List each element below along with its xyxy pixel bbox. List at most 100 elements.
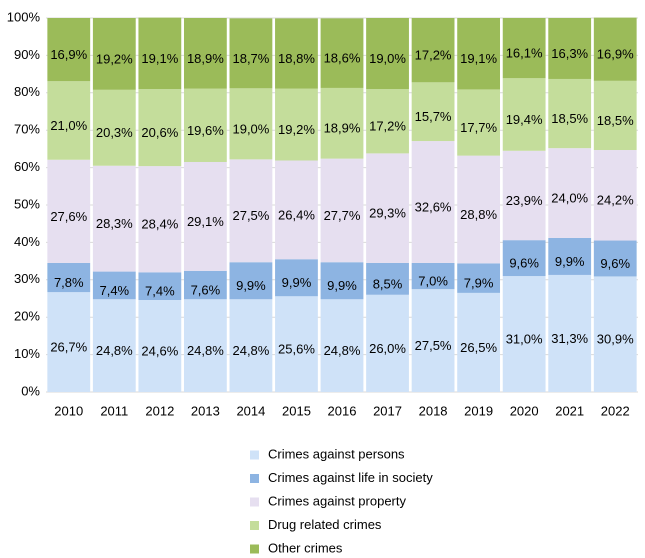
y-tick-label: 20% [14,309,40,324]
data-label: 26,7% [50,340,87,355]
data-label: 18,9% [324,121,361,136]
bar-segment [138,89,182,167]
legend-label: Crimes against persons [268,446,405,461]
x-tick-label: 2016 [328,403,357,418]
legend-label: Other crimes [268,540,343,555]
data-label: 7,4% [145,284,175,299]
data-label: 9,9% [236,278,266,293]
data-label: 29,1% [187,214,224,229]
bar-segment [92,299,136,392]
x-tick-label: 2015 [282,403,311,418]
data-label: 9,9% [282,275,312,290]
data-label: 15,7% [415,109,452,124]
data-label: 31,0% [506,331,543,346]
y-tick-label: 0% [21,383,40,398]
bar-segment [366,18,409,90]
data-label: 28,8% [460,207,497,222]
bar-segment [502,78,546,151]
x-tick-label: 2012 [145,403,174,418]
bar-segment [229,262,273,300]
bar-segment [548,78,592,149]
x-tick-label: 2010 [54,403,83,418]
bar-segment [366,153,409,263]
bar-segment [593,240,637,277]
y-tick-label: 60% [14,159,40,174]
data-label: 27,6% [50,209,87,224]
data-label: 28,4% [141,217,178,232]
bar-segment [229,88,273,160]
data-label: 8,5% [373,276,403,291]
data-label: 9,9% [327,278,357,293]
bar-segment [366,262,409,295]
data-label: 20,3% [96,125,133,140]
bar-segment [229,159,273,263]
bar-segment [47,18,91,82]
bar-segment [320,87,364,159]
bar-segment [593,150,637,241]
data-label: 19,1% [460,51,497,66]
y-tick-label: 100% [7,9,41,24]
bar-segment [138,166,182,273]
data-label: 24,8% [187,343,224,358]
data-label: 31,3% [551,331,588,346]
legend-swatch [250,544,259,554]
x-tick-label: 2022 [601,403,630,418]
y-tick-label: 70% [14,122,40,137]
y-tick-label: 10% [14,346,40,361]
data-label: 16,3% [551,46,588,61]
bar-segment [47,159,91,263]
y-tick-label: 30% [14,271,40,286]
x-tick-label: 2017 [373,403,402,418]
bar-segment [457,155,501,264]
data-label: 19,4% [506,112,543,127]
bar-segment [502,276,546,392]
legend-swatch [250,450,259,460]
data-label: 30,9% [597,332,634,347]
legend-label: Crimes against life in society [268,470,433,485]
data-label: 24,0% [551,190,588,205]
data-label: 17,7% [460,120,497,135]
y-tick-label: 90% [14,47,40,62]
bar-segment [457,292,501,392]
data-label: 26,5% [460,340,497,355]
data-label: 21,0% [50,118,87,133]
bar-segment [411,18,455,83]
bar-segment [92,165,136,272]
legend-swatch [250,497,259,507]
bar-segment [183,18,227,89]
bar-segment [275,160,318,260]
x-tick-label: 2018 [419,403,448,418]
data-label: 26,4% [278,207,315,222]
bar-segment [229,299,273,392]
bar-segment [275,296,318,392]
data-label: 24,8% [96,343,133,358]
data-label: 17,2% [415,48,452,63]
bar-segment [92,89,136,166]
data-label: 19,2% [96,51,133,66]
data-label: 7,6% [191,282,221,297]
data-label: 18,7% [232,51,269,66]
bar-segment [411,262,455,290]
data-label: 7,9% [464,276,494,291]
data-label: 18,6% [324,51,361,66]
legend-swatch [250,521,259,530]
bar-segment [411,141,455,263]
data-label: 25,6% [278,342,315,357]
data-label: 24,6% [141,343,178,358]
legend-swatch [250,474,259,483]
bar-segment [457,89,501,156]
bar-segment [47,262,91,293]
bar-segment [548,148,592,238]
data-label: 24,8% [232,343,269,358]
data-label: 19,1% [141,51,178,66]
y-tick-label: 50% [14,196,40,211]
data-label: 28,3% [96,216,133,231]
bar-segment [411,289,455,392]
legend-label: Drug related crimes [268,517,382,532]
bar-segment [183,270,227,300]
data-label: 9,6% [600,256,630,271]
y-tick-label: 40% [14,234,40,249]
bar-segment [593,17,637,81]
y-tick-label: 80% [14,84,40,99]
data-label: 19,6% [187,123,224,138]
